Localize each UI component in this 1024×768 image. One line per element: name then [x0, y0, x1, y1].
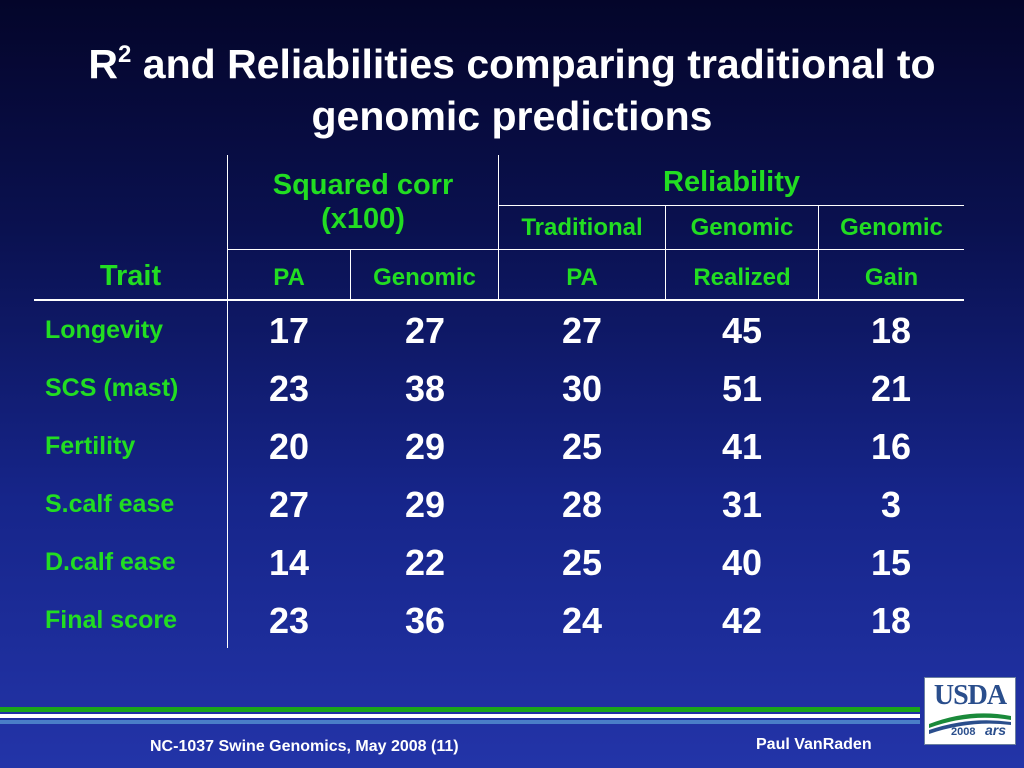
value-cell: 28 [561, 484, 603, 525]
value-cell: 24 [561, 600, 603, 641]
usda-logo-text: USDA [933, 680, 1007, 711]
trait-label: D.calf ease [45, 548, 176, 576]
vline-trait-divider [227, 155, 228, 648]
subheader-rel-gain: Gain [864, 264, 919, 291]
value-cell: 42 [721, 600, 763, 641]
subheader-genomic-realized-top: Genomic [690, 214, 794, 241]
vline-trad-genomic [665, 205, 666, 300]
hline-header-middle [227, 249, 964, 250]
trait-label: Longevity [45, 316, 164, 344]
value-cell: 31 [721, 484, 763, 525]
value-cell: 3 [880, 484, 902, 525]
value-cell: 36 [404, 600, 446, 641]
header-trait: Trait [99, 260, 162, 292]
value-cell: 41 [721, 426, 763, 467]
value-cell: 27 [268, 484, 310, 525]
ars-logo-mark: ars [985, 722, 1007, 738]
vline-genomic-genomic [818, 205, 819, 300]
usda-logo: USDA 2008 ars [924, 677, 1016, 745]
value-cell: 27 [404, 310, 446, 351]
value-cell: 29 [404, 484, 446, 525]
value-cell: 16 [870, 426, 912, 467]
hline-reliability-under [498, 205, 964, 206]
usda-logo-year: 2008 [951, 726, 976, 738]
usda-logo-swoosh-icon [929, 713, 1011, 734]
subheader-genomic-gain-top: Genomic [840, 214, 943, 241]
header-squared-corr-line2: (x100) [321, 203, 405, 235]
value-cell: 20 [268, 426, 310, 467]
value-cell: 18 [870, 600, 912, 641]
value-cell: 23 [268, 368, 310, 409]
subheader-sq-genomic: Genomic [373, 264, 476, 291]
footer-stripe-white [0, 714, 920, 718]
footer-stripe-green [0, 707, 920, 712]
value-cell: 51 [721, 368, 763, 409]
trait-label: S.calf ease [45, 490, 175, 518]
header-squared-corr-line1: Squared corr [272, 169, 454, 201]
subheader-traditional: Traditional [521, 214, 643, 241]
vline-groups-divider [498, 155, 499, 300]
subheader-rel-realized: Realized [693, 264, 791, 291]
slide-title: R2 and Reliabilities comparing tradition… [0, 38, 1024, 142]
header-reliability: Reliability [663, 166, 800, 198]
value-cell: 45 [721, 310, 763, 351]
value-cell: 40 [721, 542, 763, 583]
value-cell: 30 [561, 368, 603, 409]
value-cell: 22 [404, 542, 446, 583]
footer-stripe-blue [0, 720, 920, 724]
value-cell: 25 [561, 426, 603, 467]
title-superscript: 2 [118, 41, 132, 68]
value-cell: 27 [561, 310, 603, 351]
footer-presentation-info: NC-1037 Swine Genomics, May 2008 (11) [150, 738, 459, 755]
title-line-1: R2 and Reliabilities comparing tradition… [88, 41, 936, 87]
value-cell: 23 [268, 600, 310, 641]
hline-header-bottom [34, 299, 964, 301]
footer-author: Paul VanRaden [756, 736, 872, 753]
value-cell: 25 [561, 542, 603, 583]
value-cell: 17 [268, 310, 310, 351]
value-cell: 21 [870, 368, 912, 409]
value-cell: 14 [268, 542, 310, 583]
subheader-sq-pa: PA [273, 264, 305, 291]
title-line-2: genomic predictions [311, 93, 713, 139]
trait-label: Fertility [45, 432, 136, 460]
value-cell: 38 [404, 368, 446, 409]
value-cell: 15 [870, 542, 912, 583]
header-squared-corr: Squared corr (x100) [228, 164, 498, 240]
vline-pa-genomic [350, 249, 351, 300]
trait-label: Final score [45, 606, 177, 634]
trait-label: SCS (mast) [45, 374, 179, 402]
footer-stripes [0, 707, 920, 726]
value-cell: 29 [404, 426, 446, 467]
value-cell: 18 [870, 310, 912, 351]
subheader-rel-pa: PA [566, 264, 598, 291]
